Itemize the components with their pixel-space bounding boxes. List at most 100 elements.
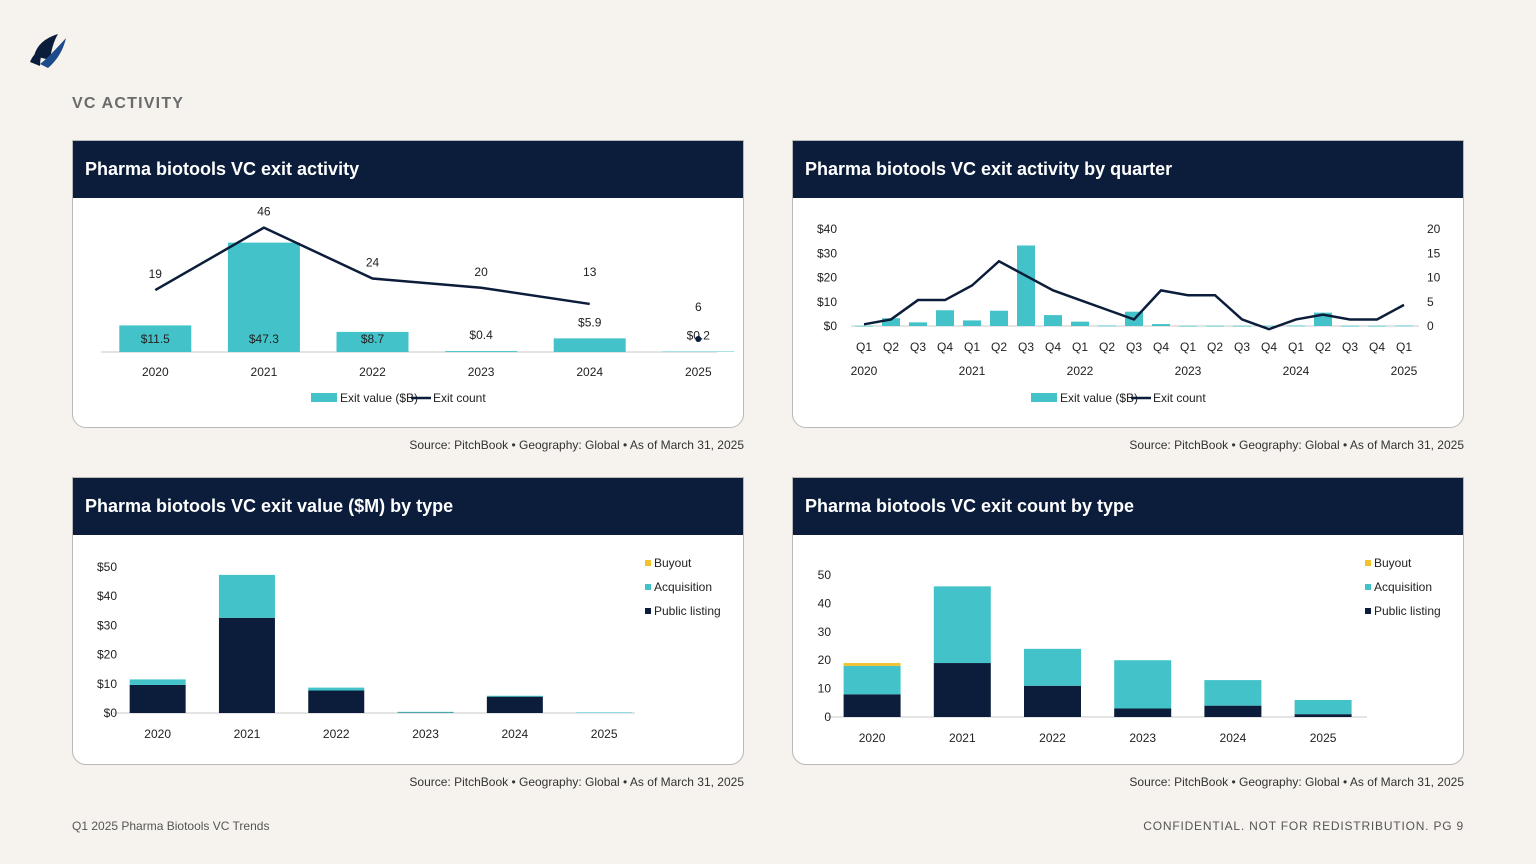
legend-swatch-public-listing — [1365, 608, 1371, 614]
bar-exit-value — [1179, 325, 1197, 327]
y-tick-label: 30 — [818, 625, 832, 639]
bar-exit-value — [1098, 325, 1116, 327]
x-tick-label: 2022 — [1039, 731, 1066, 745]
x-tick-label: Q2 — [991, 340, 1007, 354]
x-tick-label: Q2 — [1099, 340, 1115, 354]
y-left-tick-label: $0 — [824, 319, 838, 333]
exit-activity-quarter-chart: $0 $10 $20 $30 $40 0 5 10 15 20 Q1 Q2 Q3 Q4 Q1 Q2 Q3 Q4 Q1… — [817, 222, 1441, 405]
bar-public-listing — [933, 663, 991, 717]
legend-label-buyout: Buyout — [654, 556, 692, 570]
exit-activity-chart: 2020$11.52021$47.32022$8.72023$0.42024$5… — [101, 205, 735, 405]
y-tick-label: $50 — [97, 560, 117, 574]
panel-exit-value-type: Pharma biotools VC exit value ($M) by ty… — [72, 477, 744, 765]
x-tick-label: 2022 — [323, 727, 350, 741]
chart-title: Pharma biotools VC exit count by type — [793, 478, 1463, 535]
bar-public-listing — [843, 694, 901, 717]
exit-count-type-chart: 0 10 20 30 40 50 2020 2021 2022 2023 2024 2025 Buyou… — [818, 556, 1441, 745]
legend-swatch-exit-value — [311, 393, 337, 402]
legend-label-buyout: Buyout — [1374, 556, 1412, 570]
legend-label-public-listing: Public listing — [654, 604, 721, 618]
bar-exit-value — [1260, 325, 1278, 327]
bar-acquisition — [1204, 680, 1262, 706]
x-tick-label: Q3 — [1342, 340, 1358, 354]
x-tick-label: 2025 — [591, 727, 618, 741]
chart-title: Pharma biotools VC exit value ($M) by ty… — [73, 478, 743, 535]
bar-acquisition — [1024, 648, 1081, 686]
chart-title: Pharma biotools VC exit activity by quar… — [793, 141, 1463, 198]
bar-acquisition — [1294, 699, 1352, 715]
bar-acquisition — [129, 679, 186, 685]
x-year-label: 2021 — [959, 364, 986, 378]
y-tick-label: $20 — [97, 648, 117, 662]
legend-swatch-buyout — [1365, 560, 1371, 566]
y-tick-label: $10 — [97, 677, 117, 691]
bar-exit-value — [119, 325, 192, 352]
x-tick-label: 2025 — [1310, 731, 1337, 745]
bar-public-listing — [1024, 685, 1081, 717]
legend-label-exit-value: Exit value ($B) — [340, 391, 418, 405]
x-tick-label: Q3 — [910, 340, 926, 354]
legend-swatch-acquisition — [1365, 584, 1371, 590]
bar-exit-value — [936, 310, 954, 326]
data-label-exit-value: $0.2 — [687, 329, 711, 343]
y-tick-label: 10 — [818, 682, 832, 696]
bar-exit-value — [553, 338, 626, 352]
y-tick-label: 0 — [824, 710, 831, 724]
bar-public-listing — [1114, 708, 1172, 717]
legend-swatch-exit-value — [1031, 393, 1057, 402]
x-tick-label: Q1 — [1396, 340, 1412, 354]
legend-label-exit-count: Exit count — [433, 391, 486, 405]
bar-exit-value — [1233, 325, 1251, 327]
data-label-exit-count: 19 — [149, 267, 163, 281]
data-label-exit-count: 13 — [583, 265, 597, 279]
x-tick-label: Q1 — [1180, 340, 1196, 354]
x-tick-label: 2022 — [359, 365, 386, 379]
bar-exit-value — [855, 325, 873, 327]
y-right-tick-label: 10 — [1427, 271, 1441, 285]
bar-public-listing — [1294, 714, 1352, 717]
x-tick-label: Q4 — [937, 340, 953, 354]
x-year-label: 2024 — [1283, 364, 1310, 378]
x-tick-label: 2023 — [1129, 731, 1156, 745]
y-right-tick-label: 20 — [1427, 222, 1441, 236]
x-tick-label: 2021 — [949, 731, 976, 745]
bar-exit-value — [1044, 315, 1062, 326]
x-tick-label: 2021 — [234, 727, 261, 741]
bar-acquisition — [397, 711, 454, 713]
point-exit-count — [695, 336, 702, 342]
x-tick-label: Q2 — [1207, 340, 1223, 354]
x-tick-label: Q3 — [1126, 340, 1142, 354]
y-tick-label: 40 — [818, 596, 832, 610]
x-year-label: 2025 — [1391, 364, 1418, 378]
x-tick-label: 2020 — [144, 727, 171, 741]
x-tick-label: 2020 — [142, 365, 169, 379]
y-right-tick-label: 0 — [1427, 319, 1434, 333]
bar-exit-value — [882, 318, 900, 326]
bar-exit-value — [227, 242, 300, 352]
source-note: Source: PitchBook • Geography: Global • … — [1129, 775, 1464, 789]
x-tick-label: 2023 — [412, 727, 439, 741]
footer-confidential: CONFIDENTIAL. NOT FOR REDISTRIBUTION. PG… — [1143, 819, 1464, 833]
y-left-tick-label: $20 — [817, 271, 837, 285]
source-note: Source: PitchBook • Geography: Global • … — [409, 775, 744, 789]
line-exit-count — [863, 259, 1405, 331]
bar-exit-value — [445, 351, 518, 352]
bar-public-listing — [129, 684, 186, 713]
logo-icon — [30, 34, 66, 68]
bar-exit-value — [963, 320, 981, 326]
data-label-exit-value: $5.9 — [578, 315, 602, 329]
x-tick-label: Q1 — [856, 340, 872, 354]
legend-label-acquisition: Acquisition — [654, 580, 712, 594]
bar-exit-value — [909, 322, 927, 326]
x-tick-label: Q1 — [964, 340, 980, 354]
x-tick-label: Q4 — [1045, 340, 1061, 354]
bar-buyout — [843, 663, 901, 666]
data-label-exit-value: $47.3 — [249, 332, 279, 346]
x-tick-label: 2021 — [251, 365, 278, 379]
data-label-exit-count: 6 — [695, 300, 702, 314]
legend-label-acquisition: Acquisition — [1374, 580, 1432, 594]
y-right-tick-label: 15 — [1427, 246, 1441, 260]
data-label-exit-value: $11.5 — [141, 332, 170, 346]
legend-swatch-buyout — [645, 560, 651, 566]
y-tick-label: $0 — [104, 706, 118, 720]
